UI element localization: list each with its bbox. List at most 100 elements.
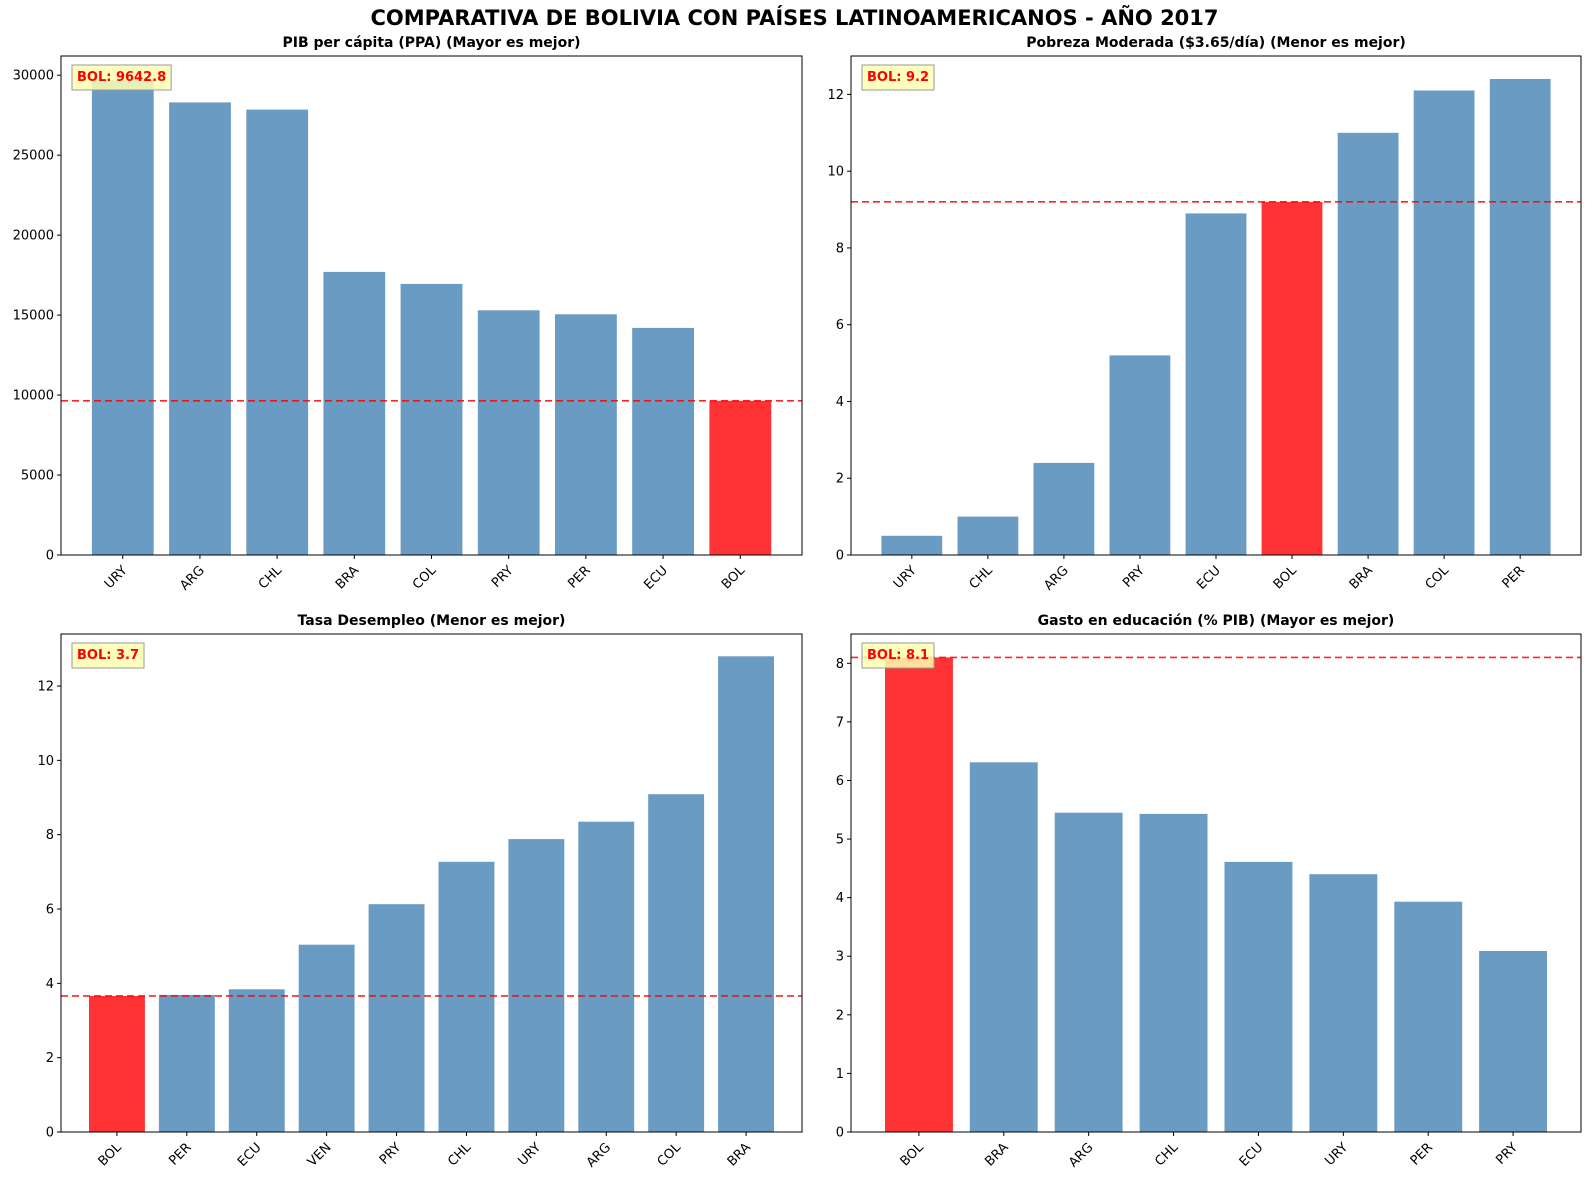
bol-annotation: BOL: 9642.8 xyxy=(71,64,172,91)
y-tick-label: 8 xyxy=(46,828,54,843)
bol-annotation: BOL: 3.7 xyxy=(71,642,145,669)
x-tick-label: ECU xyxy=(1194,563,1224,593)
x-tick-label: PER xyxy=(1500,563,1528,591)
x-tick-label: PRY xyxy=(377,1140,405,1168)
annotation-text: BOL: 8.1 xyxy=(867,648,929,663)
figure-title: COMPARATIVA DE BOLIVIA CON PAÍSES LATINO… xyxy=(370,5,1218,30)
x-tick-label: BOL xyxy=(719,563,749,593)
y-tick-label: 4 xyxy=(836,395,844,410)
annotation-box xyxy=(71,64,172,91)
bar-ecu xyxy=(228,989,285,1132)
bar-ury xyxy=(881,535,943,555)
y-tick-label: 8 xyxy=(836,657,844,672)
annotation-box xyxy=(861,642,935,669)
bar-ury xyxy=(91,80,154,555)
x-tick-label: BOL xyxy=(96,1140,126,1170)
y-tick-label: 20000 xyxy=(13,229,54,244)
bar-per xyxy=(555,314,617,555)
bar-bra xyxy=(969,762,1038,1132)
bar-arg xyxy=(169,102,231,556)
x-tick-label: BRA xyxy=(1347,563,1376,592)
x-tick-label: PRY xyxy=(1120,563,1148,591)
bar-bra xyxy=(1337,132,1399,556)
axes-frame xyxy=(850,633,1582,1133)
y-tick-label: 6 xyxy=(46,903,54,918)
bar-bol xyxy=(89,996,145,1132)
x-tick-label: ARG xyxy=(177,563,207,593)
x-tick-label: COL xyxy=(410,563,440,593)
y-tick-label: 2 xyxy=(836,1008,844,1023)
bar-chl xyxy=(957,516,1019,555)
y-tick-label: 7 xyxy=(836,715,844,730)
y-tick-label: 4 xyxy=(836,891,844,906)
x-tick-label: CHL xyxy=(1152,1140,1182,1170)
x-tick-label: CHL xyxy=(445,1140,475,1170)
y-tick-label: 0 xyxy=(46,1126,54,1141)
axes-frame xyxy=(850,55,1582,556)
x-tick-label: CHL xyxy=(256,563,286,593)
bar-arg xyxy=(1033,462,1095,555)
annotation-box xyxy=(861,64,935,91)
annotation-box xyxy=(71,642,145,669)
x-tick-label: ECU xyxy=(235,1140,265,1170)
subplot-title: Tasa Desempleo (Menor es mejor) xyxy=(298,613,566,629)
y-tick-label: 30000 xyxy=(13,69,54,84)
bar-ury xyxy=(508,839,565,1132)
x-tick-label: BOL xyxy=(1271,563,1301,593)
x-tick-label: PER xyxy=(565,563,593,591)
bar-per xyxy=(1489,79,1551,555)
bar-arg xyxy=(578,821,635,1132)
y-tick-label: 10 xyxy=(827,165,844,180)
x-tick-label: ARG xyxy=(1066,1140,1096,1170)
bar-chl xyxy=(1139,813,1208,1132)
bar-ecu xyxy=(632,327,694,555)
y-tick-label: 12 xyxy=(827,88,844,103)
x-tick-label: PER xyxy=(166,1140,194,1168)
y-tick-label: 10 xyxy=(37,754,54,769)
axes-frame xyxy=(60,633,803,1133)
y-tick-label: 0 xyxy=(836,549,844,564)
bar-pry xyxy=(1479,951,1547,1132)
y-tick-label: 2 xyxy=(836,472,844,487)
subplot-3: Tasa Desempleo (Menor es mejor) BOL PER ECU… xyxy=(37,613,803,1171)
y-tick-label: 0 xyxy=(836,1126,844,1141)
x-tick-label: CHL xyxy=(967,563,997,593)
annotation-text: BOL: 9.2 xyxy=(867,70,929,85)
x-tick-label: URY xyxy=(891,563,920,592)
x-tick-label: URY xyxy=(515,1140,544,1169)
x-tick-label: ARG xyxy=(1041,563,1071,593)
y-tick-label: 6 xyxy=(836,774,844,789)
bar-bra xyxy=(718,656,774,1132)
bol-annotation: BOL: 8.1 xyxy=(861,642,935,669)
x-tick-label: VEN xyxy=(305,1140,335,1170)
subplot-1: PIB per cápita (PPA) (Mayor es mejor) URY… xyxy=(13,35,803,594)
y-tick-label: 6 xyxy=(836,318,844,333)
y-tick-label: 8 xyxy=(836,241,844,256)
subplot-title: PIB per cápita (PPA) (Mayor es mejor) xyxy=(282,35,580,51)
bar-pry xyxy=(477,310,540,555)
bar-ven xyxy=(298,944,355,1132)
x-tick-label: ECU xyxy=(1237,1140,1267,1170)
bar-chl xyxy=(438,861,495,1132)
bar-ecu xyxy=(1224,861,1293,1132)
bar-bol xyxy=(1261,201,1323,555)
bar-arg xyxy=(1054,812,1123,1132)
bar-bra xyxy=(323,271,386,555)
y-tick-label: 2 xyxy=(46,1051,54,1066)
y-tick-label: 5000 xyxy=(21,469,54,484)
bar-pry xyxy=(1109,355,1171,555)
y-tick-label: 3 xyxy=(836,950,844,965)
bar-per xyxy=(1394,901,1463,1132)
axes-frame xyxy=(60,55,803,556)
x-tick-label: PRY xyxy=(1493,1140,1521,1168)
x-tick-label: BRA xyxy=(333,563,362,592)
y-tick-label: 1 xyxy=(836,1067,844,1082)
bar-col xyxy=(1413,90,1475,555)
bar-per xyxy=(158,994,215,1132)
x-tick-label: PER xyxy=(1408,1140,1436,1168)
x-tick-label: BRA xyxy=(982,1140,1011,1169)
subplot-4: Gasto en educación (% PIB) (Mayor es mej… xyxy=(836,613,1582,1171)
x-tick-label: URY xyxy=(1322,1140,1351,1169)
x-tick-label: ARG xyxy=(584,1140,614,1170)
